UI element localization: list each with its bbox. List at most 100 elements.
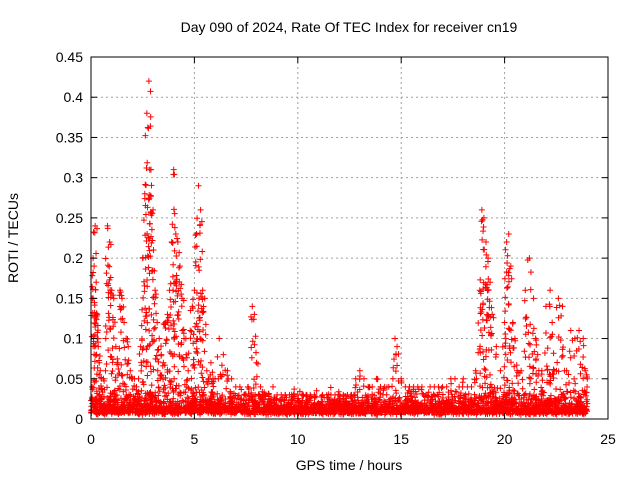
data-point: [131, 395, 138, 402]
y-tick-label: 0.05: [56, 371, 83, 387]
data-point: [96, 352, 103, 359]
data-point: [556, 302, 563, 309]
data-point: [195, 358, 202, 365]
data-point: [499, 403, 506, 410]
data-point: [214, 405, 221, 412]
data-point: [478, 218, 485, 225]
data-point: [91, 319, 98, 326]
data-point: [111, 387, 118, 394]
data-point: [163, 337, 170, 344]
data-point: [501, 275, 508, 282]
data-point: [520, 406, 527, 413]
data-point: [199, 287, 206, 294]
data-point: [178, 339, 185, 346]
data-point: [193, 289, 200, 296]
data-point: [500, 374, 507, 381]
data-point: [218, 393, 225, 400]
data-point: [553, 304, 560, 311]
data-point: [468, 404, 475, 411]
data-point: [166, 377, 173, 384]
data-point: [228, 375, 235, 382]
data-point: [330, 400, 337, 407]
data-point: [146, 327, 153, 334]
x-tick-label: 20: [497, 431, 513, 447]
data-point: [526, 354, 533, 361]
data-point: [147, 363, 154, 370]
data-point: [150, 325, 157, 332]
data-point: [482, 239, 489, 246]
data-point: [171, 351, 178, 358]
data-point: [144, 124, 151, 131]
data-point: [523, 314, 530, 321]
data-point: [150, 366, 157, 373]
data-point: [123, 387, 130, 394]
data-point: [495, 406, 502, 413]
data-point: [481, 365, 488, 372]
data-point: [531, 386, 538, 393]
data-point: [384, 404, 391, 411]
data-point: [175, 368, 182, 375]
data-point: [161, 382, 168, 389]
data-point: [94, 311, 101, 318]
data-point: [478, 393, 485, 400]
data-point: [336, 395, 343, 402]
data-point: [128, 406, 135, 413]
data-point: [140, 381, 147, 388]
data-point: [575, 398, 582, 405]
data-point: [289, 399, 296, 406]
data-point: [529, 330, 536, 337]
data-point: [231, 395, 238, 402]
data-point: [549, 331, 556, 338]
data-point: [502, 351, 509, 358]
data-point: [169, 240, 176, 247]
data-point: [154, 408, 161, 415]
data-point: [539, 407, 546, 414]
data-point: [451, 402, 458, 409]
data-point: [218, 373, 225, 380]
data-point: [507, 327, 514, 334]
data-point: [484, 317, 491, 324]
data-point: [479, 384, 486, 391]
data-point: [483, 251, 490, 258]
data-point: [199, 374, 206, 381]
data-point: [490, 393, 497, 400]
x-axis-label: GPS time / hours: [296, 457, 403, 473]
data-point: [519, 376, 526, 383]
data-point: [160, 399, 167, 406]
data-point: [176, 264, 183, 271]
data-point: [121, 319, 128, 326]
data-point: [300, 392, 307, 399]
data-point: [185, 350, 192, 357]
data-point: [187, 335, 194, 342]
data-point: [487, 381, 494, 388]
data-point: [532, 335, 539, 342]
data-point: [111, 403, 118, 410]
data-point: [504, 260, 511, 267]
data-point: [505, 230, 512, 237]
data-point: [93, 316, 100, 323]
data-point: [342, 393, 349, 400]
data-point: [544, 366, 551, 373]
data-point: [527, 341, 534, 348]
data-point: [109, 316, 116, 323]
data-point: [207, 359, 214, 366]
data-point: [555, 333, 562, 340]
data-point: [107, 241, 114, 248]
data-point: [178, 291, 185, 298]
data-point: [144, 372, 151, 379]
data-point: [394, 362, 401, 369]
data-point: [331, 399, 338, 406]
data-point: [109, 356, 116, 363]
data-point: [138, 362, 145, 369]
data-point: [261, 396, 268, 403]
data-point: [102, 335, 109, 342]
data-point: [413, 399, 420, 406]
data-point: [148, 233, 155, 240]
data-point: [475, 320, 482, 327]
data-point: [532, 393, 539, 400]
data-point: [195, 182, 202, 189]
data-point: [512, 399, 519, 406]
data-point: [533, 355, 540, 362]
data-point: [442, 399, 449, 406]
data-point: [169, 221, 176, 228]
